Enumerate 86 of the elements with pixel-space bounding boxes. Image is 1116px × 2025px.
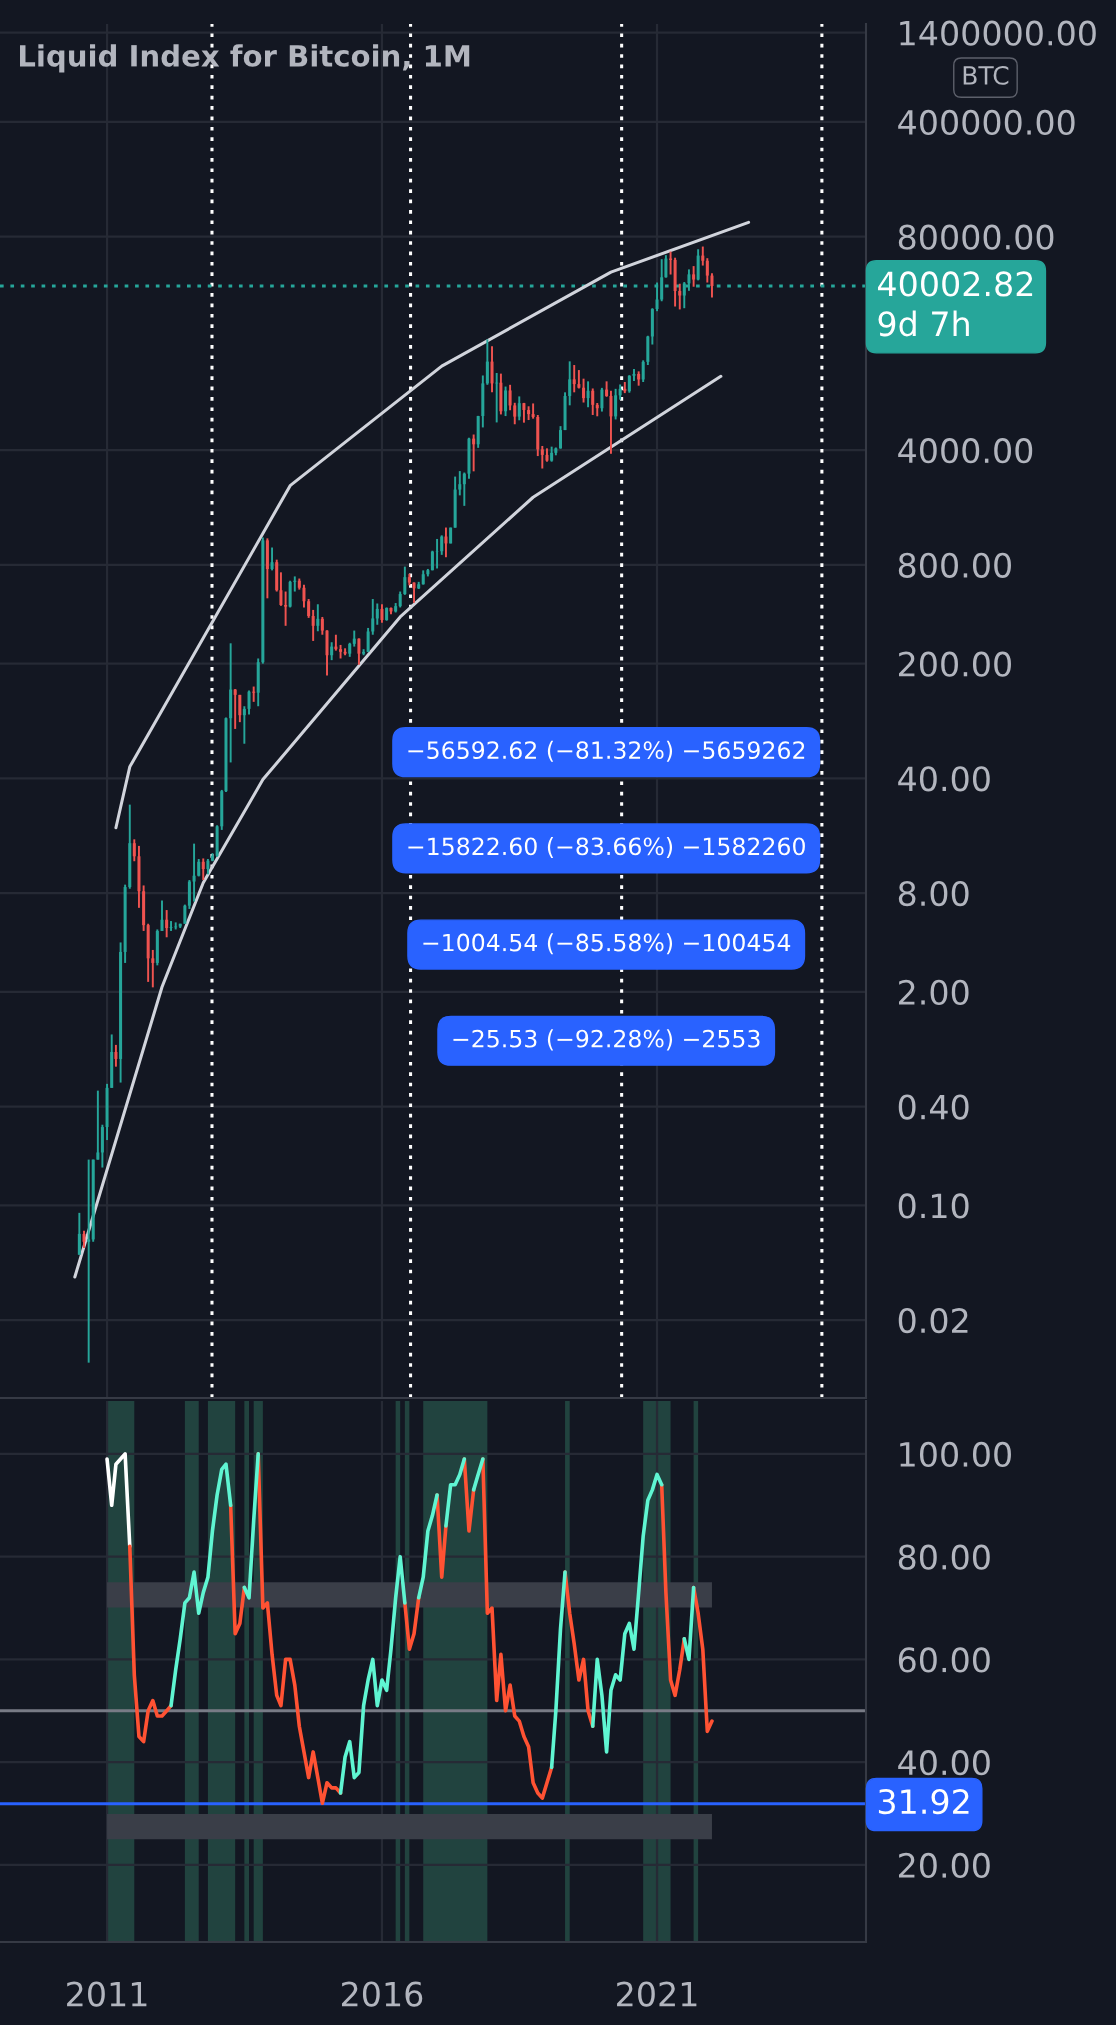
y-tick-label: 80.00 (898, 1544, 990, 1570)
annotation: −56592.62 (−81.32%) −5659262 (408, 740, 805, 762)
candlestick (513, 401, 517, 426)
y-tick-label: 20.00 (899, 1852, 990, 1879)
candlestick (380, 603, 384, 624)
candlestick (701, 245, 705, 267)
candlestick (270, 546, 274, 572)
candlestick (371, 598, 375, 636)
candlestick (302, 583, 306, 609)
candlestick (87, 1158, 91, 1364)
y-tick-label: 400000.00 (898, 109, 1075, 136)
candlestick (293, 575, 297, 593)
y-tick-label: 4000.00 (898, 438, 1033, 464)
candlestick (132, 838, 136, 863)
candlestick (517, 395, 521, 422)
candlestick (462, 471, 466, 507)
candlestick (311, 608, 315, 642)
candlestick (508, 383, 512, 412)
candlestick (160, 899, 164, 932)
candlestick (568, 360, 572, 407)
candlestick (504, 385, 508, 418)
candlestick (696, 248, 700, 282)
candlestick (591, 387, 595, 416)
candlestick (710, 272, 714, 299)
candlestick (238, 693, 242, 724)
candlestick (242, 705, 246, 745)
candlestick (284, 590, 288, 627)
candlestick (458, 470, 462, 497)
y-tick-label: 200.00 (899, 651, 1011, 677)
y-tick-label: 40.00 (898, 1750, 990, 1776)
candlestick (183, 903, 187, 925)
candlestick (169, 920, 173, 932)
annotation: −15822.60 (−83.66%) −1582260 (408, 837, 805, 859)
candlestick (660, 258, 664, 303)
y-tick-label: 60.00 (898, 1647, 990, 1673)
y-tick-label: 100.00 (900, 1441, 1011, 1468)
text: Liquid Index for Bitcoin, 1M (20, 44, 470, 73)
y-tick-label: 8.00 (898, 880, 969, 907)
candlestick (252, 685, 256, 703)
y-tick-label: 2.00 (899, 979, 969, 1005)
candlestick (572, 364, 576, 394)
candlestick (114, 1043, 118, 1068)
candlestick (201, 857, 205, 882)
candlestick (375, 602, 379, 626)
candlestick (540, 445, 544, 470)
candlestick (435, 537, 439, 570)
annotation: −25.53 (−92.28%) −2553 (453, 1029, 760, 1051)
y-tick-label: 800.00 (898, 552, 1011, 578)
candlestick (77, 1211, 81, 1256)
x-tick-label: 2021 (617, 1981, 697, 2007)
text: BTC (963, 65, 1009, 85)
candlestick (366, 626, 370, 654)
x-tick-label: 2011 (67, 1981, 147, 2007)
candlestick (151, 948, 155, 989)
candlestick (582, 377, 586, 404)
candlestick (600, 386, 604, 413)
ref-line-label: 31.92 (878, 1789, 969, 1815)
x-tick-label: 2016 (341, 1981, 423, 2007)
candlestick (586, 380, 590, 409)
candlestick (485, 338, 489, 386)
candlestick (614, 387, 618, 421)
candlestick (316, 603, 320, 633)
y-tick-label: 80000.00 (898, 224, 1054, 250)
candlestick (357, 637, 361, 666)
candlestick (559, 425, 563, 450)
ref-line-label: 40002.82 9d 7h (878, 271, 1033, 337)
candlestick (490, 345, 494, 394)
candlestick (233, 688, 237, 730)
annotation: −1004.54 (−85.58%) −100454 (423, 933, 791, 955)
candlestick (165, 909, 169, 939)
candlestick (247, 689, 251, 716)
y-tick-label: 0.02 (898, 1307, 968, 1334)
candlestick (705, 257, 709, 284)
y-tick-label: 0.10 (898, 1193, 969, 1219)
y-tick-label: 1400000.00 (900, 20, 1096, 46)
y-tick-label: 0.40 (898, 1094, 969, 1120)
candlestick (192, 842, 196, 903)
candlestick (96, 1089, 100, 1161)
candlestick (678, 282, 682, 311)
candlestick (692, 265, 696, 288)
y-tick-label: 40.00 (898, 766, 990, 792)
candlestick (440, 534, 444, 556)
candlestick (641, 359, 645, 383)
candlestick (403, 565, 407, 596)
line-series (105, 1452, 132, 1549)
candlestick (307, 598, 311, 619)
